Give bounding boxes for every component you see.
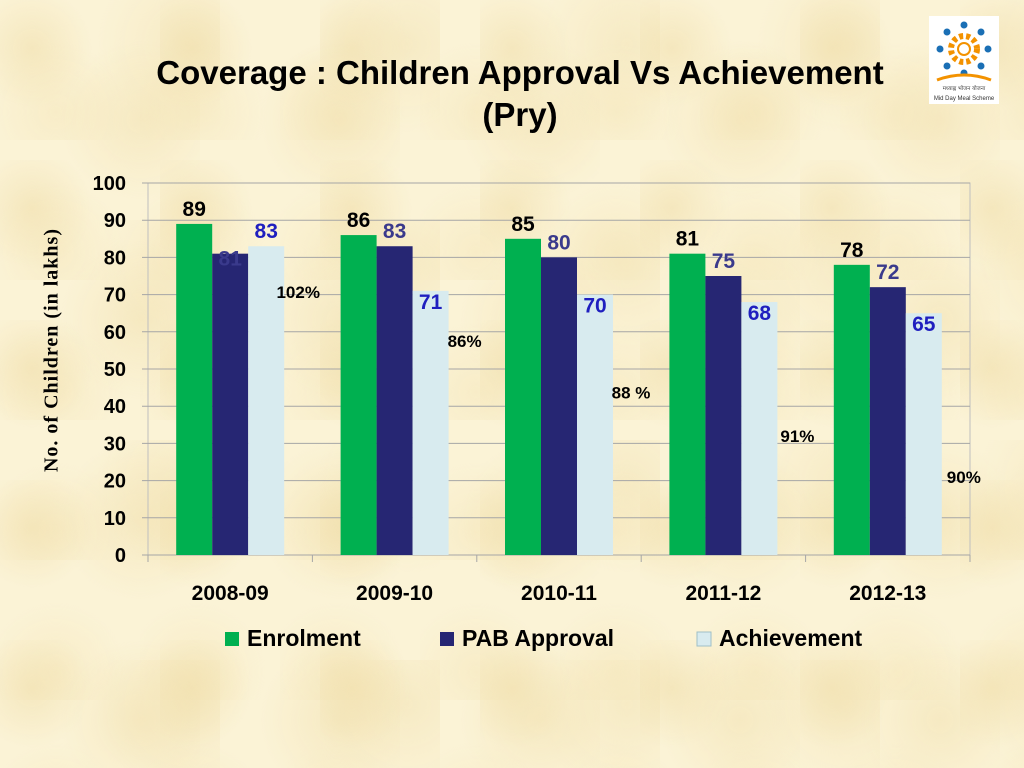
bar-achievement [412, 290, 449, 555]
bar-achievement [248, 246, 285, 556]
achievement-percent-label: 90% [947, 468, 981, 487]
achievement-percent-label: 88 % [612, 384, 651, 403]
legend-label: Enrolment [247, 625, 361, 651]
bar-value-label: 80 [547, 231, 570, 254]
y-tick-label: 70 [104, 285, 126, 307]
legend-swatch [696, 631, 712, 647]
bar-value-label: 85 [511, 213, 535, 236]
bar-value-label: 86 [347, 209, 370, 232]
achievement-percent-label: 91% [780, 427, 814, 446]
chart-title-line-2: (Pry) [482, 96, 558, 133]
y-tick-label: 0 [115, 545, 126, 567]
bar-value-label: 81 [676, 228, 700, 251]
x-category-label: 2012-13 [849, 582, 926, 605]
achievement-percent-label: 86% [448, 332, 482, 351]
legend-swatch [225, 632, 239, 646]
achievement-percent-label: 102% [276, 283, 319, 302]
legend-label: Achievement [719, 625, 863, 651]
bar-pab-approval [376, 246, 413, 556]
y-tick-label: 80 [104, 247, 126, 269]
y-tick-label: 20 [104, 471, 126, 493]
bar-value-label: 71 [419, 291, 443, 314]
y-tick-label: 90 [104, 210, 126, 232]
bar-pab-approval [212, 253, 249, 555]
bar-achievement [905, 313, 942, 555]
chart-title-line-1: Coverage : Children Approval Vs Achievem… [156, 54, 884, 91]
bar-value-label: 81 [219, 248, 243, 271]
bar-pab-approval [869, 287, 906, 555]
y-tick-label: 100 [93, 173, 126, 195]
bar-value-label: 89 [183, 198, 206, 221]
legend-label: PAB Approval [462, 625, 614, 651]
mid-day-meal-scheme-logo-icon: मध्याह्न भोजन योजना Mid Day Meal Scheme [934, 21, 995, 102]
y-tick-label: 40 [104, 396, 126, 418]
y-tick-label: 50 [104, 359, 126, 381]
bar-achievement [577, 294, 613, 555]
mid-day-meal-logo: मध्याह्न भोजन योजना Mid Day Meal Scheme [929, 16, 999, 104]
bar-achievement [741, 302, 778, 555]
bar-enrolment [505, 238, 541, 556]
x-category-label: 2009-10 [356, 582, 433, 605]
bar-value-label: 72 [876, 261, 899, 284]
bar-enrolment [340, 235, 377, 555]
x-category-label: 2011-12 [685, 582, 761, 605]
y-tick-label: 10 [104, 508, 126, 530]
bar-value-label: 75 [712, 250, 736, 273]
logo-caption: Mid Day Meal Scheme [934, 96, 995, 102]
bar-value-label: 78 [840, 239, 864, 262]
bar-value-label: 65 [912, 313, 936, 336]
logo-hindi-caption: मध्याह्न भोजन योजना [943, 85, 986, 92]
bar-pab-approval [541, 257, 577, 555]
bar-value-label: 70 [583, 295, 606, 318]
bar-value-label: 83 [383, 220, 406, 243]
y-tick-label: 60 [104, 322, 126, 344]
bar-pab-approval [705, 276, 742, 555]
chart-title: Coverage : Children Approval Vs Achievem… [60, 52, 980, 136]
bar-enrolment [833, 264, 870, 555]
bar-value-label: 83 [255, 220, 278, 243]
bar-value-label: 68 [748, 302, 772, 325]
y-tick-label: 30 [104, 433, 126, 455]
x-category-label: 2010-11 [521, 582, 597, 605]
x-category-label: 2008-09 [192, 582, 269, 605]
bar-enrolment [176, 223, 213, 556]
legend-swatch [440, 632, 454, 646]
bar-enrolment [669, 253, 706, 555]
